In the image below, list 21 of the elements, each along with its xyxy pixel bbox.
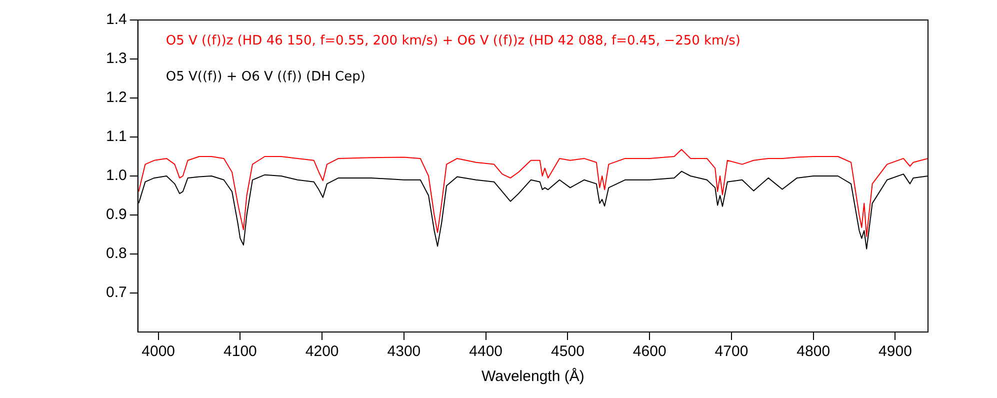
x-tick-label: 4700 [714, 343, 748, 360]
y-tick-label: 0.7 [106, 284, 127, 302]
text: O5 V((f)) + O6 V ((f)) (DH Cep) [166, 69, 366, 84]
y-tick-label: 1.0 [106, 167, 127, 184]
x-tick-label: 4300 [387, 343, 421, 360]
y-tick-label: 1.4 [106, 11, 127, 28]
x-tick-label: 4000 [142, 343, 176, 360]
x-tick-label: 4500 [551, 343, 584, 360]
y-tick-label: 1.3 [106, 50, 127, 68]
text: O5 V ((f))z (HD 46 150, f=0.55, 200 km/s) + O6 V ((f))z (HD 42 088, f=0.45, −250 km/s) [166, 33, 740, 48]
y-tick-label: 0.9 [106, 206, 127, 224]
x-tick-label: 4400 [469, 343, 503, 360]
x-tick-label: 4100 [224, 343, 257, 360]
y-tick-label: 1.1 [106, 128, 127, 146]
x-tick-label: 4600 [632, 343, 666, 360]
x-tick-label: 4200 [305, 343, 339, 360]
x-tick-label: 4800 [796, 343, 830, 360]
x-tick-label: 4900 [878, 343, 912, 360]
y-tick-label: 0.8 [106, 245, 127, 262]
y-tick-label: 1.2 [106, 89, 127, 106]
x-axis-title: Wavelength (Å) [482, 367, 584, 386]
